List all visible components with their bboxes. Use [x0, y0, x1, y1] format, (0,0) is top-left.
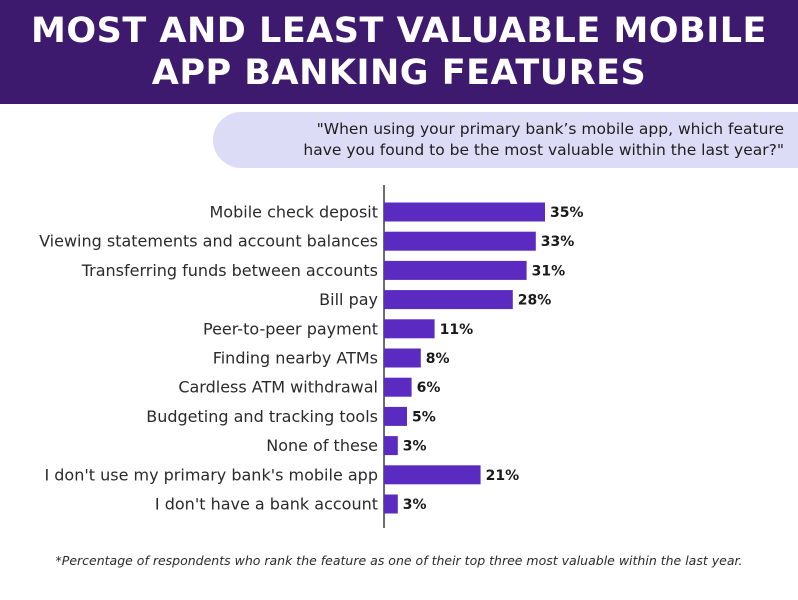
value-label: 6% [417, 380, 441, 396]
footnote: *Percentage of respondents who rank the … [55, 553, 743, 568]
category-label: Transferring funds between accounts [81, 261, 378, 280]
question-line-1: "When using your primary bank’s mobile a… [316, 120, 784, 138]
value-label: 21% [486, 468, 520, 484]
title-banner: MOST AND LEAST VALUABLE MOBILE APP BANKI… [0, 0, 798, 104]
bar [384, 494, 398, 514]
bar [384, 319, 435, 339]
value-label: 3% [403, 497, 427, 513]
survey-question: "When using your primary bank’s mobile a… [213, 112, 798, 168]
value-label: 3% [403, 439, 427, 455]
bar [384, 377, 412, 397]
category-label: Budgeting and tracking tools [146, 407, 378, 426]
value-label: 35% [550, 205, 584, 221]
bar [384, 290, 513, 310]
title-line-2: APP BANKING FEATURES [151, 53, 647, 93]
category-label: None of these [266, 436, 378, 455]
title-line-1: MOST AND LEAST VALUABLE MOBILE [31, 11, 767, 51]
category-label: I don't use my primary bank's mobile app [44, 465, 378, 484]
bar [384, 231, 536, 251]
bar [384, 406, 407, 426]
bar [384, 202, 545, 222]
category-label: Mobile check deposit [210, 203, 379, 222]
value-label: 11% [440, 322, 474, 338]
value-label: 28% [518, 293, 552, 309]
category-label: Bill pay [319, 290, 378, 309]
category-label: Viewing statements and account balances [39, 232, 378, 251]
category-label: Cardless ATM withdrawal [178, 378, 378, 397]
category-label: Peer-to-peer payment [203, 319, 378, 338]
value-label: 5% [412, 409, 436, 425]
value-label: 8% [426, 351, 450, 367]
value-label: 31% [532, 263, 566, 279]
bar [384, 436, 398, 456]
value-label: 33% [541, 234, 575, 250]
question-line-2: have you found to be the most valuable w… [303, 141, 784, 159]
category-label: Finding nearby ATMs [213, 349, 378, 368]
bar [384, 348, 421, 368]
bar [384, 465, 481, 485]
bar [384, 260, 527, 280]
category-label: I don't have a bank account [155, 495, 378, 514]
